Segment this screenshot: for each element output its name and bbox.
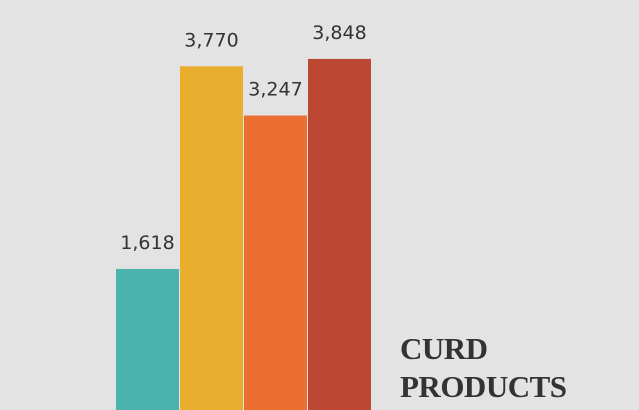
bar xyxy=(116,268,179,410)
bar xyxy=(180,66,243,410)
value-label: 1,618 xyxy=(120,232,174,254)
value-label: 3,848 xyxy=(312,22,366,44)
chart-title: CURD PRODUCTS xyxy=(400,331,567,404)
bar xyxy=(244,115,307,410)
value-label: 3,247 xyxy=(248,79,302,101)
value-label: 3,770 xyxy=(184,29,238,51)
bar xyxy=(308,58,371,410)
